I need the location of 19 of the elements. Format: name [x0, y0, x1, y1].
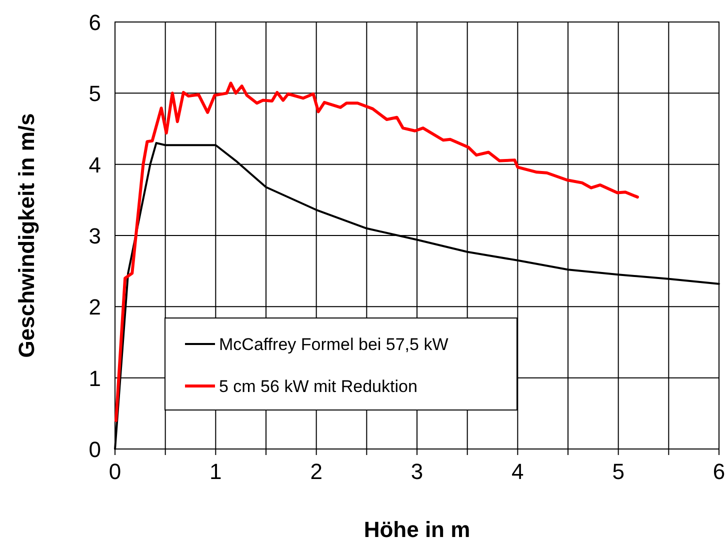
x-tick-label: 3 [410, 459, 424, 484]
y-tick-label: 5 [88, 81, 101, 106]
y-tick-label: 2 [88, 294, 101, 320]
y-tick-label: 0 [88, 437, 101, 462]
x-tick-label: 5 [612, 459, 624, 484]
x-tick-label: 0 [108, 459, 122, 484]
x-tick-label: 4 [512, 459, 524, 484]
y-tick-label: 6 [88, 10, 101, 35]
y-tick-label: 4 [88, 152, 101, 178]
x-tick-label: 2 [310, 459, 322, 484]
x-tick-label: 6 [712, 459, 726, 484]
legend-label: McCaffrey Formel bei 57,5 kW [219, 335, 448, 354]
legend-label: 5 cm 56 kW mit Reduktion [219, 377, 418, 396]
y-tick-label: 1 [88, 366, 101, 391]
x-axis-title: Höhe in m [364, 517, 470, 542]
line-series [114, 82, 639, 422]
x-tick-label: 1 [210, 459, 222, 484]
y-axis-title: Geschwindigkeit in m/s [14, 113, 39, 358]
y-tick-label: 3 [88, 224, 101, 248]
